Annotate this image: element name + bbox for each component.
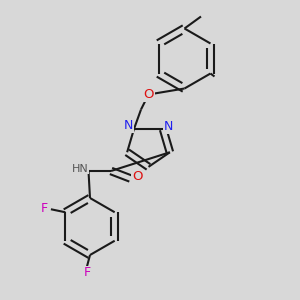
- Text: F: F: [84, 266, 91, 280]
- Text: O: O: [132, 170, 142, 184]
- Text: O: O: [143, 88, 154, 101]
- Text: N: N: [164, 120, 173, 134]
- Text: N: N: [124, 119, 133, 132]
- Text: HN: HN: [72, 164, 88, 174]
- Text: F: F: [41, 202, 48, 215]
